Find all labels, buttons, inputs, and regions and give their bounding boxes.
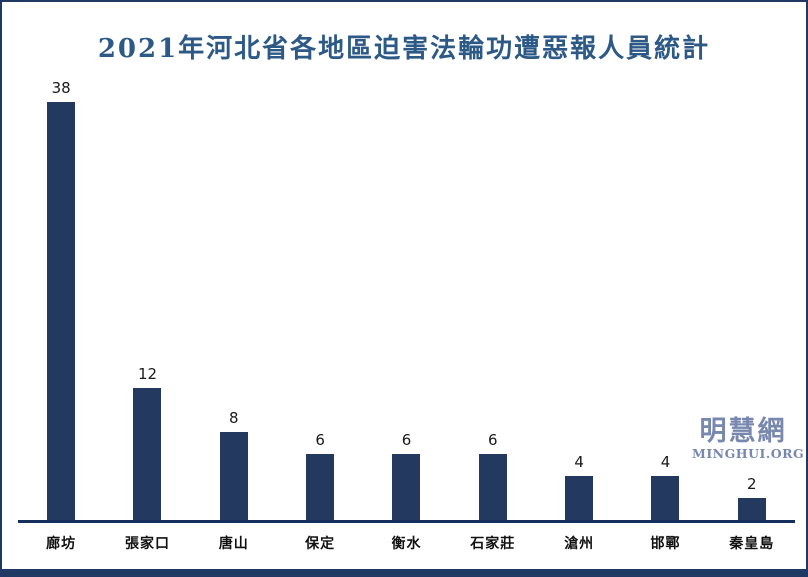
bar-column: 4	[622, 455, 708, 520]
bar-column: 38	[18, 81, 104, 520]
chart-title: 2021年河北省各地區迫害法輪功遭惡報人員統計	[97, 34, 711, 64]
bar-column: 6	[363, 433, 449, 520]
bar	[737, 498, 766, 520]
bar-column: 6	[450, 433, 536, 520]
bar	[565, 476, 594, 520]
bar-value-label: 4	[660, 453, 671, 471]
bar-column: 8	[191, 411, 277, 520]
x-axis-label: 張家口	[124, 536, 170, 552]
bar-value-label: 6	[315, 431, 325, 449]
x-axis-line	[18, 520, 795, 523]
bar-value-label: 4	[574, 453, 584, 471]
bar	[219, 432, 248, 520]
bar-column: 4	[536, 455, 622, 520]
bar-column: 2	[709, 477, 795, 520]
bar-value-label: 38	[51, 79, 71, 97]
bar	[651, 476, 680, 520]
bar-value-label: 2	[747, 475, 757, 493]
x-axis-label: 保定	[305, 536, 336, 552]
x-axis-labels: 廊坊 張家口 唐山 保定 衡水 石家莊 滄州 邯鄲 秦皇島	[18, 533, 795, 553]
x-axis-label: 唐山	[218, 536, 249, 552]
x-axis-label: 秦皇島	[729, 536, 775, 552]
bar-value-label: 8	[229, 409, 239, 427]
bar	[478, 454, 507, 520]
plot-area: 38 12 8 6 6 6 4 4 2	[18, 2, 795, 520]
bar-value-label: 6	[401, 431, 412, 449]
minghui-logo-latin: MINGHUI.ORG	[692, 446, 805, 461]
footer-strip	[2, 569, 806, 575]
x-axis-label: 滄州	[564, 536, 595, 552]
bar	[47, 102, 76, 520]
bar-column: 6	[277, 433, 363, 520]
bar	[133, 388, 162, 520]
x-axis-label: 衡水	[391, 536, 422, 552]
bar-value-label: 6	[488, 431, 498, 449]
bar	[306, 454, 335, 520]
bar-value-label: 12	[137, 365, 158, 383]
x-axis-label: 石家莊	[470, 536, 516, 552]
bar	[392, 454, 421, 520]
minghui-logo-cjk: 明慧網	[699, 416, 787, 447]
x-axis-label: 邯鄲	[650, 536, 681, 552]
minghui-watermark: 明慧網 MINGHUI.ORG	[692, 416, 805, 461]
bar-column: 12	[104, 367, 190, 520]
x-axis-label: 廊坊	[46, 536, 77, 552]
